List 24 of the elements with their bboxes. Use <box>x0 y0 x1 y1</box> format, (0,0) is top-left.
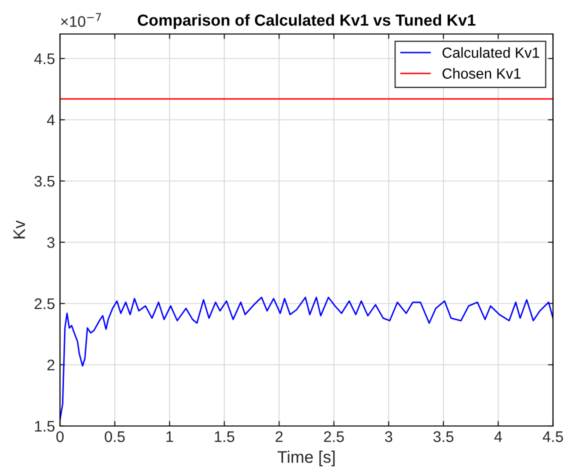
x-tick-label: 1.5 <box>214 431 234 442</box>
y-tick-label: 3.5 <box>34 176 54 187</box>
line-series <box>60 296 553 421</box>
x-tick-label: 0.5 <box>104 431 125 442</box>
x-tick-label: 3.5 <box>433 431 454 442</box>
x-tick-label: 0 <box>56 431 64 442</box>
y-tick-label: 4.5 <box>34 54 54 64</box>
x-tick-label: 2.5 <box>324 431 344 442</box>
y-tick-label: 1.5 <box>35 421 54 432</box>
x-tick-label: 4 <box>494 431 502 442</box>
y-tick-label: 4 <box>46 114 55 126</box>
legend-label: Chosen Kv1 <box>442 68 521 79</box>
x-tick-label: 1 <box>166 431 174 442</box>
text: ×10$^{−7}$ <box>61 13 101 27</box>
x-tick-label: 3 <box>385 431 392 442</box>
y-axis-title: Kv <box>13 220 25 238</box>
chart-title: Comparison of Calculated Kv1 vs Tuned Kv1 <box>138 14 476 29</box>
y-tick-label: 2 <box>47 360 54 370</box>
x-tick-label: 2 <box>276 431 283 442</box>
y-tick-label: 2.5 <box>34 298 54 310</box>
y-tick-label: 3 <box>47 237 54 248</box>
x-axis-title: Time [s] <box>278 450 335 466</box>
x-tick-label: 4.5 <box>542 431 563 442</box>
legend-label: Calculated Kv1 <box>442 47 540 58</box>
